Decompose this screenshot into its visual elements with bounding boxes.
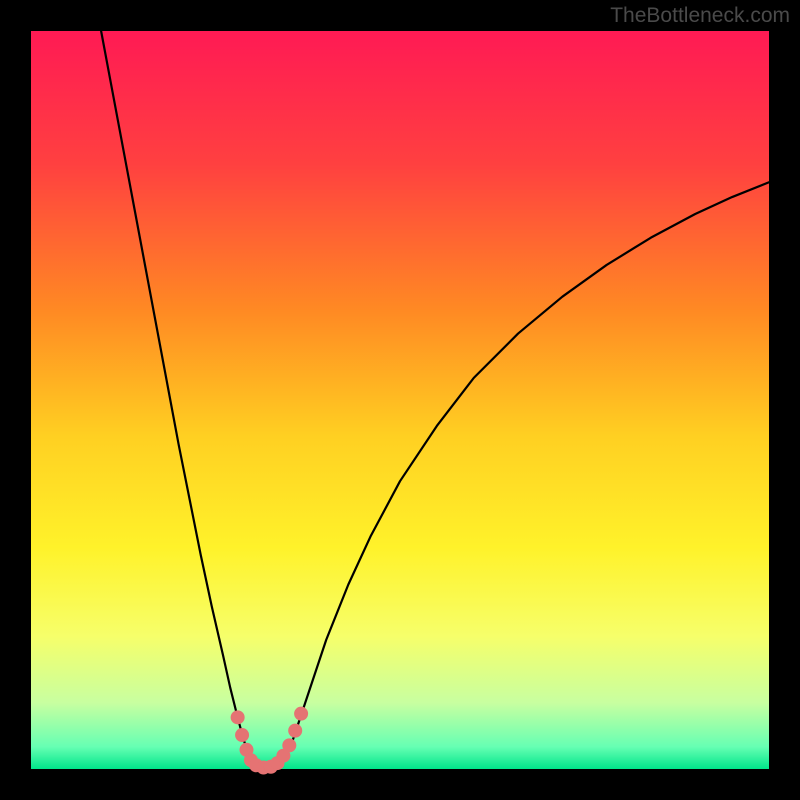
bottleneck-chart (0, 0, 800, 800)
curve-marker (235, 728, 249, 742)
curve-marker (294, 707, 308, 721)
curve-marker (231, 710, 245, 724)
curve-marker (288, 724, 302, 738)
watermark-text: TheBottleneck.com (610, 4, 790, 28)
curve-marker (282, 738, 296, 752)
bottleneck-curve (101, 31, 769, 768)
